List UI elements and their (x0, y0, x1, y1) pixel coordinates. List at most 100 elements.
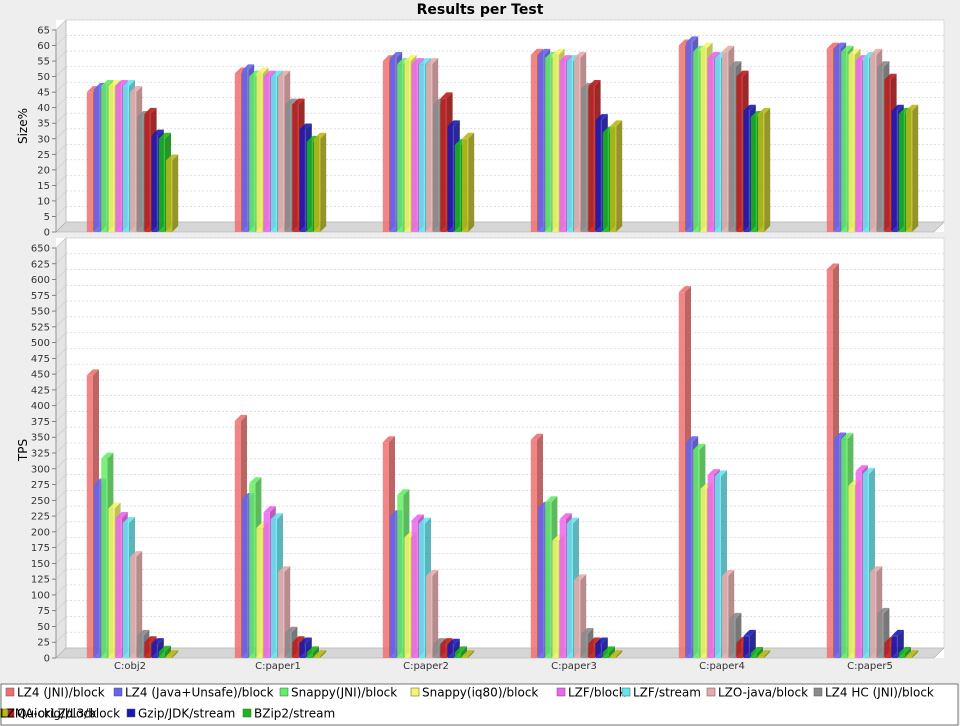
bar-snappy-iq80-block (404, 61, 411, 233)
legend-label: LZF/block (568, 686, 626, 700)
bar-lz4-jni-block-top (826, 263, 839, 270)
bar-lz4-java-unsafe-block-top (390, 51, 403, 58)
y-tick-label: 625 (31, 259, 50, 270)
bar-lzf-block (115, 517, 122, 658)
bar-snappy-jni-block (101, 458, 108, 658)
bar-snappy-iq80-block-top (552, 48, 565, 55)
bar-snappy-iq80-block (552, 540, 559, 658)
legend-item-lzf-stream: LZF/stream (621, 686, 701, 700)
grid-diagonal (55, 81, 67, 93)
bar-quicklz-l3-block (736, 642, 743, 658)
bar-gzip-jdk-stream-top (595, 637, 608, 644)
bar-lzf-block (263, 76, 270, 232)
grid-diagonal (55, 300, 67, 312)
bar-lzf-stream (566, 523, 573, 658)
bar-lz4-java-unsafe-block (242, 499, 249, 658)
bar-bzip2-stream-side (461, 646, 467, 658)
y-tick-label: 175 (31, 543, 50, 554)
legend-item-gzip-jdk-stream: Gzip/JDK/stream (126, 707, 235, 721)
y-tick-label: 5 (44, 212, 50, 223)
bar-snappy-iq80-block (848, 54, 855, 232)
bar-snappy-jni-block-top (841, 433, 854, 440)
bar-snappy-jni-block (397, 64, 404, 232)
bar-quicklz-l3-block (292, 642, 299, 658)
bar-lz4-hc-jni-block (285, 104, 292, 232)
bar-lz4-jni-block-top (530, 433, 543, 440)
legend-swatch (706, 687, 716, 697)
bar-lzma-orig-block-top (758, 107, 771, 114)
y-tick-label: 35 (37, 119, 50, 130)
legend-label: LZO-java/block (718, 686, 808, 700)
bar-bzip2-stream-top (454, 646, 467, 653)
bar-snappy-jni-block (397, 495, 404, 658)
plot-back-wall (65, 19, 945, 223)
bar-lzf-block (855, 61, 862, 233)
bar-lz4-jni-block-top (86, 369, 99, 376)
bar-lzf-stream (862, 57, 869, 232)
bar-lzo-java-block-top (426, 58, 439, 65)
bar-snappy-jni-block (545, 57, 552, 232)
y-tick-label: 475 (31, 354, 50, 365)
bar-quicklz-l3-block (440, 644, 447, 658)
bar-snappy-jni-block-top (693, 443, 706, 450)
bar-lzma-orig-block-top (610, 650, 623, 657)
bar-snappy-iq80-block (108, 508, 115, 658)
bar-lz4-hc-jni-block (729, 67, 736, 233)
bar-lzf-stream-top (418, 58, 431, 65)
bar-lzma-orig-block-top (610, 120, 623, 127)
bar-lzf-block-top (411, 58, 424, 65)
bar-bzip2-stream (602, 652, 609, 658)
y-tick-label: 60 (37, 41, 50, 52)
grid-diagonal (55, 348, 67, 359)
bar-lzma-orig-block (166, 160, 173, 232)
bar-lz4-java-unsafe-block (94, 484, 101, 658)
bar-lzf-block-top (263, 506, 276, 513)
bar-lzma-orig-block-side (320, 650, 327, 658)
bar-gzip-jdk-stream (299, 643, 306, 658)
bar-quicklz-l3-block-top (736, 70, 749, 77)
y-axis-label: TPS (16, 439, 30, 462)
bar-lz4-hc-jni-block-top (729, 612, 742, 619)
bar-bzip2-stream-top (898, 646, 911, 653)
y-tick-label: 25 (37, 638, 50, 649)
bar-lz4-hc-jni-block (285, 632, 292, 658)
bar-quicklz-l3-block (884, 79, 891, 232)
grid-diagonal (55, 237, 67, 249)
bar-lzf-stream (270, 76, 277, 232)
bar-bzip2-stream-top (306, 646, 319, 653)
bar-lzma-orig-block (314, 138, 321, 232)
bar-lzma-orig-block-side (616, 120, 623, 232)
bar-lzo-java-block (278, 76, 285, 232)
y-tick-label: 0 (44, 228, 50, 239)
bar-quicklz-l3-block (588, 85, 595, 232)
y-tick-label: 50 (37, 622, 50, 633)
bar-snappy-iq80-block (256, 73, 263, 232)
bar-lzf-block-top (855, 465, 868, 472)
legend-swatch (0, 708, 9, 718)
bar-lzma-orig-block-top (462, 132, 475, 139)
bar-lzf-stream (418, 64, 425, 232)
bar-lzma-orig-block (610, 656, 617, 658)
bar-lz4-hc-jni-block-top (285, 626, 298, 633)
bar-lzf-stream-top (566, 517, 579, 524)
bar-lzo-java-block-top (722, 45, 735, 52)
bar-lzf-block (411, 520, 418, 658)
grid-diagonal (55, 632, 67, 643)
bar-lzma-orig-block (462, 656, 469, 658)
bar-lzf-block (707, 57, 714, 232)
bar-bzip2-stream-top (158, 132, 171, 139)
bar-bzip2-stream-top (158, 645, 171, 652)
bar-lzf-block-top (707, 469, 720, 476)
bar-group-c-paper4: C:paper4 (678, 286, 771, 672)
grid-diagonal (55, 505, 67, 517)
grid-diagonal (55, 568, 67, 580)
grid-diagonal (55, 616, 67, 627)
legend-label: LZMA-orig/block (0, 707, 97, 721)
bar-lzf-stream-top (862, 467, 875, 474)
bar-quicklz-l3-block-top (144, 636, 157, 643)
bar-gzip-jdk-stream-top (447, 120, 460, 127)
bar-group-c-paper1: C:paper1 (234, 414, 327, 672)
grid-diagonal (55, 442, 67, 454)
bar-lzo-java-block-top (870, 48, 883, 55)
grid-diagonal (55, 97, 67, 108)
